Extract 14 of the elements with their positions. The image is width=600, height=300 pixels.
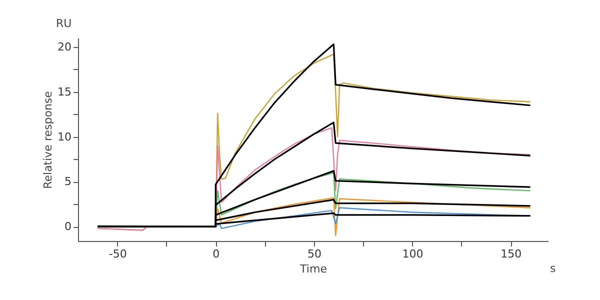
y-tick-label: 5 xyxy=(64,175,72,188)
x-tick-label: 150 xyxy=(500,248,522,260)
y-axis-title: Relative response xyxy=(42,90,55,189)
x-axis-title: Time xyxy=(299,262,328,276)
y-tick-label: 0 xyxy=(64,220,72,234)
y-tick-label: 15 xyxy=(58,85,72,98)
x-tick-label: 100 xyxy=(402,248,424,260)
x-tick-label: -50 xyxy=(108,248,127,260)
x-tick-label: 0 xyxy=(212,248,220,260)
text: RU xyxy=(56,17,72,30)
x-tick-label: 50 xyxy=(307,248,322,260)
text: s xyxy=(550,262,556,275)
y-tick-label: 10 xyxy=(58,130,72,144)
y-tick-label: 20 xyxy=(58,40,72,54)
